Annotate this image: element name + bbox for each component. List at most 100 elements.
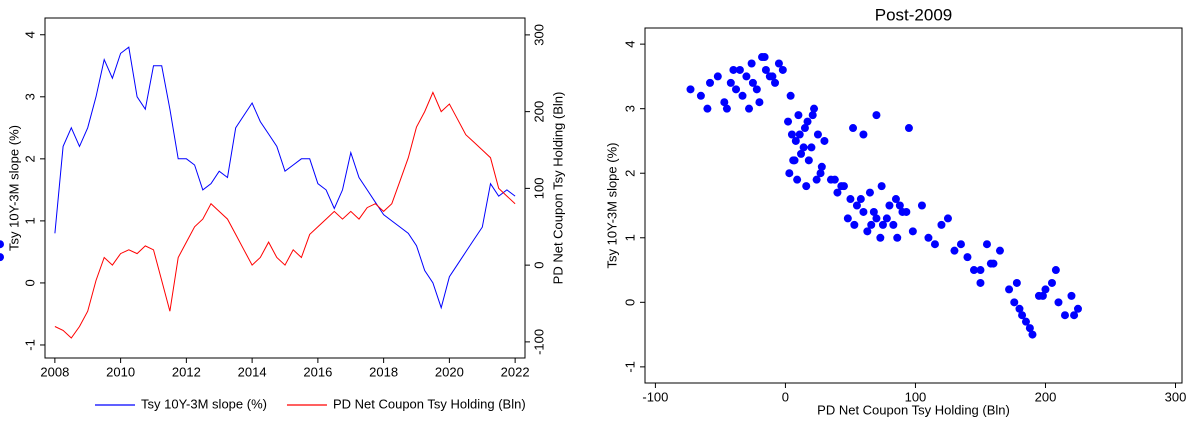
x-tick-label: 2022 [501, 364, 530, 379]
scatter-point [1025, 324, 1034, 333]
scatter-point [729, 65, 738, 74]
scatter-point [885, 201, 894, 210]
scatter-point [0, 253, 4, 262]
y-tick-label: 0 [22, 279, 37, 286]
scatter-point [804, 156, 813, 165]
scatter-point [889, 220, 898, 229]
scatter-point [1012, 278, 1021, 287]
scatter-point [937, 220, 946, 229]
scatter-point [722, 104, 731, 113]
y-tick-label: 2 [22, 155, 37, 162]
scatter-point [849, 124, 858, 133]
scatter-point [1005, 285, 1014, 294]
x-tick-label: 200 [1035, 389, 1057, 404]
scatter-point [1028, 330, 1037, 339]
scatter-point [876, 233, 885, 242]
y2-tick-label: -100 [531, 329, 546, 355]
x-tick-label: 2016 [303, 364, 332, 379]
scatter-point [787, 130, 796, 139]
y-axis-label: Tsy 10Y-3M slope (%) [6, 125, 21, 251]
scatter-point [850, 220, 859, 229]
scatter-point [1041, 285, 1050, 294]
scatter-point [742, 72, 751, 81]
scatter-point [820, 136, 829, 145]
y2-tick-label: 0 [531, 262, 546, 269]
scatter-point [732, 85, 741, 94]
y-tick-label: -1 [22, 339, 37, 351]
scatter-point [791, 136, 800, 145]
scatter-point [969, 266, 978, 275]
scatter-point [1010, 298, 1019, 307]
line-series [54, 46, 516, 310]
y-tick-label: 4 [622, 41, 637, 48]
y-tick-label: 4 [22, 31, 37, 38]
scatter-point [726, 78, 735, 87]
scatter-point [956, 240, 965, 249]
x-tick-label: 2014 [238, 364, 267, 379]
chart-title: Post-2009 [875, 5, 953, 24]
scatter-point [745, 104, 754, 113]
scatter-point [793, 175, 802, 184]
scatter-point [797, 149, 806, 158]
scatter-point [867, 220, 876, 229]
scatter-point [837, 182, 846, 191]
scatter-point [982, 240, 991, 249]
scatter-point [852, 201, 861, 210]
scatter-point [830, 175, 839, 184]
scatter-point [813, 130, 822, 139]
scatter-point [735, 65, 744, 74]
scatter-point [856, 195, 865, 204]
scatter-point [790, 156, 799, 165]
scatter-point [1018, 311, 1027, 320]
scatter-point [794, 111, 803, 120]
x-tick-label: 100 [905, 389, 927, 404]
scatter-point [843, 214, 852, 223]
x-tick-label: -100 [642, 389, 668, 404]
scatter-point [872, 111, 881, 120]
x-tick-label: 2010 [106, 364, 135, 379]
scatter-point [786, 91, 795, 100]
scatter-point [846, 195, 855, 204]
scatter-point [817, 162, 826, 171]
scatter-point [816, 169, 825, 178]
scatter-point [976, 278, 985, 287]
y2-axis-label: PD Net Coupon Tsy Holding (Bln) [550, 92, 565, 285]
scatter-point [902, 207, 911, 216]
scatter-point [950, 246, 959, 255]
scatter-point [713, 72, 722, 81]
scatter-point [859, 130, 868, 139]
scatter-point [785, 169, 794, 178]
scatter-point [802, 182, 811, 191]
scatter-point [833, 188, 842, 197]
scatter-point [869, 207, 878, 216]
scatter-point [0, 240, 4, 249]
scatter-point [1060, 311, 1069, 320]
y-tick-label: 1 [22, 217, 37, 224]
scatter-point [995, 246, 1004, 255]
y-tick-label: -1 [622, 361, 637, 373]
scatter-point [1015, 304, 1024, 313]
scatter-point [859, 207, 868, 216]
scatter-point [877, 182, 886, 191]
scatter-point [784, 117, 793, 126]
scatter-point [738, 91, 747, 100]
scatter-point [930, 240, 939, 249]
scatter-point [904, 124, 913, 133]
legend-label: PD Net Coupon Tsy Holding (Bln) [333, 396, 526, 411]
scatter-point [760, 53, 769, 62]
x-tick-label: 2012 [172, 364, 201, 379]
scatter-point [1021, 317, 1030, 326]
scatter-point [768, 72, 777, 81]
scatter-point [755, 98, 764, 107]
scatter-point [748, 78, 757, 87]
scatter-point [747, 59, 756, 68]
scatter-point [810, 104, 819, 113]
y2-tick-label: 200 [531, 101, 546, 123]
scatter-point [1047, 278, 1056, 287]
scatter-point [986, 259, 995, 268]
scatter-point [895, 201, 904, 210]
y2-tick-label: 100 [531, 178, 546, 200]
scatter-point [686, 85, 695, 94]
scatter-point [807, 143, 816, 152]
scatter-point [1073, 304, 1082, 313]
